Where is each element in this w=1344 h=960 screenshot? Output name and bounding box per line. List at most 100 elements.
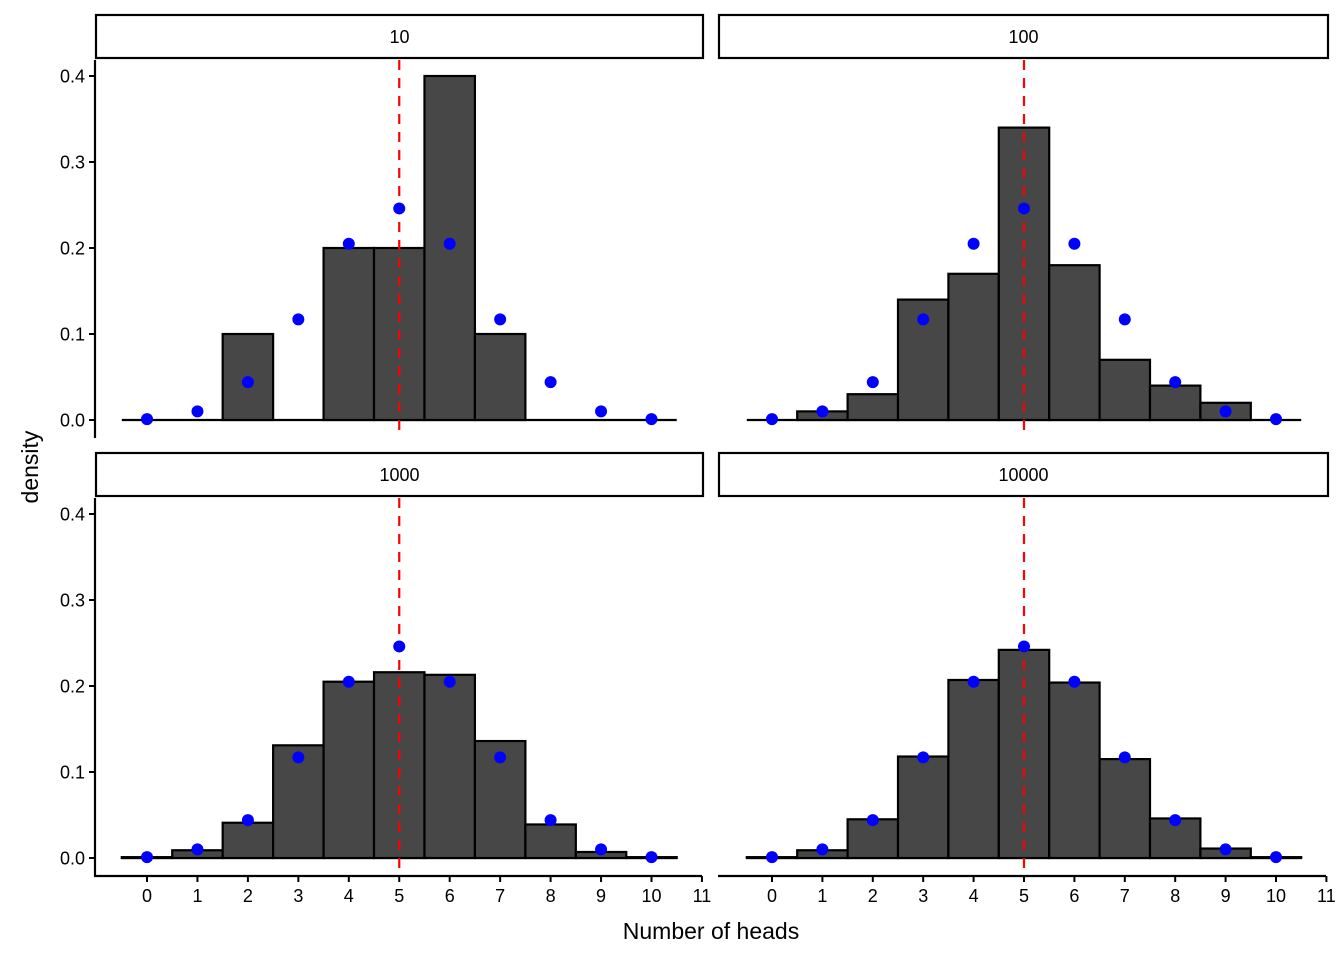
x-tick-label: 3: [293, 886, 303, 906]
x-tick-label: 2: [243, 886, 253, 906]
y-tick-label: 0.2: [60, 239, 85, 259]
panel-10: 10 0.0 0.1 0.2 0.3 0.4: [60, 13, 705, 438]
binomial-point: [1118, 313, 1131, 326]
x-tick-label: 6: [1069, 886, 1079, 906]
x-tick-label: 4: [969, 886, 979, 906]
panel-1000: 1000 0.0 0.1 0.2 0.3 0.4 0 1 2 3 4 5 6 7 8 9 10 11: [60, 451, 712, 906]
histogram-bar: [272, 744, 325, 860]
binomial-point: [1219, 405, 1232, 418]
binomial-point: [1169, 376, 1182, 389]
histogram-bar: [221, 821, 275, 860]
histogram-bar: [423, 673, 477, 860]
x-tick-label: 4: [344, 886, 354, 906]
panel-100: 100: [717, 13, 1330, 438]
binomial-point: [292, 751, 305, 764]
x-tick-label: 10: [1266, 886, 1286, 906]
x-tick-label: 5: [394, 886, 404, 906]
y-tick-label: 0.2: [60, 677, 85, 697]
binomial-point: [141, 851, 153, 864]
binomial-point: [544, 376, 557, 389]
facet-strip: [94, 13, 705, 60]
binomial-point: [967, 237, 980, 250]
x-tick-label: 11: [1317, 886, 1336, 906]
histogram-bar: [322, 680, 376, 860]
binomial-point: [1219, 843, 1232, 856]
binomial-point: [443, 237, 456, 250]
binomial-point: [191, 843, 204, 856]
binomial-point: [917, 313, 930, 326]
facet-strip-label: 10000: [998, 465, 1048, 485]
binomial-point: [342, 237, 355, 250]
binomial-point: [866, 376, 879, 389]
y-tick-label: 0.0: [60, 411, 85, 431]
facet-strip: [717, 451, 1330, 498]
binomial-point: [342, 675, 355, 688]
binomial-point: [595, 843, 608, 856]
histogram-bar: [1048, 681, 1101, 860]
binomial-point: [1018, 202, 1030, 215]
binomial-point: [816, 405, 829, 418]
y-tick-label: 0.1: [60, 325, 85, 345]
y-tick-label: 0.3: [60, 591, 85, 611]
x-tick-label: 10: [641, 886, 661, 906]
y-tick-label: 0.0: [60, 849, 85, 869]
facet-strip: [717, 13, 1330, 60]
histogram-bar: [1148, 384, 1202, 422]
histogram-bar: [1098, 757, 1152, 860]
binomial-point: [191, 405, 204, 418]
histogram-bar: [846, 393, 900, 422]
y-tick-label: 0.4: [60, 505, 85, 525]
binomial-point: [816, 843, 829, 856]
binomial-point: [393, 640, 406, 653]
histogram-bar: [1098, 358, 1152, 422]
facet-strip-label: 10: [389, 27, 409, 47]
x-tick-label: 0: [142, 886, 152, 906]
facet-strip-label: 100: [1008, 27, 1038, 47]
y-tick-label: 0.3: [60, 153, 85, 173]
histogram-bar: [1048, 264, 1101, 422]
x-tick-label: 11: [693, 886, 712, 906]
x-tick-label: 7: [1120, 886, 1130, 906]
binomial-point: [241, 814, 254, 827]
x-tick-label: 7: [495, 886, 505, 906]
histogram-bar: [947, 678, 1000, 860]
histogram-bar: [947, 272, 1000, 422]
histogram-bar: [524, 823, 577, 860]
panel-10000: 10000 0 1 2 3 4 5 6 7 8 9 10 11: [717, 451, 1336, 906]
x-tick-label: 2: [868, 886, 878, 906]
x-tick-label: 0: [767, 886, 777, 906]
x-tick-label: 3: [918, 886, 928, 906]
binomial-point: [1169, 814, 1182, 827]
x-tick-label: 8: [1170, 886, 1180, 906]
y-tick-label: 0.1: [60, 763, 85, 783]
histogram-bar: [322, 246, 376, 422]
facet-strip: [94, 451, 705, 498]
binomial-point: [645, 413, 658, 426]
x-tick-label: 9: [596, 886, 606, 906]
binomial-point: [1270, 851, 1282, 864]
x-tick-label: 5: [1019, 886, 1029, 906]
binomial-point: [1270, 413, 1282, 426]
x-tick-label: 8: [546, 886, 556, 906]
x-axis-title: Number of heads: [623, 918, 799, 944]
binomial-point: [141, 413, 153, 426]
facet-strip-label: 1000: [379, 465, 419, 485]
binomial-point: [443, 675, 456, 688]
binomial-point: [241, 376, 254, 389]
x-tick-label: 1: [192, 886, 202, 906]
y-axis-title: density: [17, 430, 43, 503]
binomial-point: [967, 675, 980, 688]
histogram-bar: [896, 755, 950, 860]
x-tick-label: 9: [1221, 886, 1231, 906]
binomial-point: [1018, 640, 1030, 653]
y-tick-label: 0.4: [60, 67, 85, 87]
binomial-point: [494, 313, 507, 326]
histogram-bar: [473, 332, 527, 422]
x-tick-label: 6: [445, 886, 455, 906]
binomial-point: [393, 202, 406, 215]
binomial-point: [1118, 751, 1131, 764]
binomial-point: [766, 851, 778, 864]
x-tick-label: 1: [817, 886, 827, 906]
binomial-point: [1068, 237, 1081, 250]
